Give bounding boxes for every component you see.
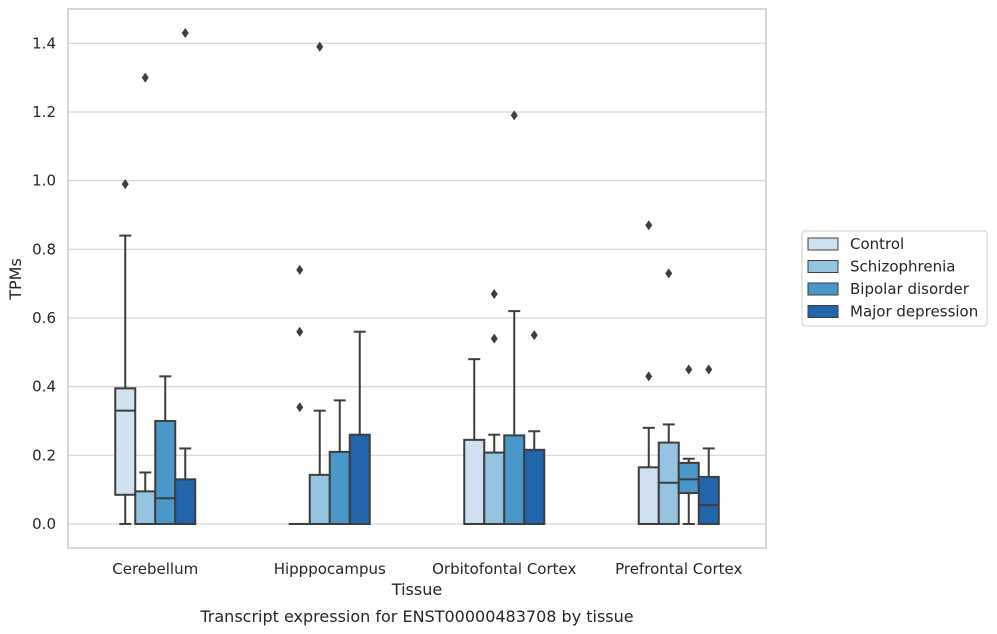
box xyxy=(463,438,486,525)
outlier-point xyxy=(490,288,498,299)
legend-swatch xyxy=(807,282,839,296)
box xyxy=(174,478,197,525)
outlier-point xyxy=(530,330,538,341)
y-tick-label: 0.4 xyxy=(32,378,56,396)
y-tick-label: 1.2 xyxy=(32,103,56,121)
outlier-point xyxy=(296,326,304,337)
outlier-point xyxy=(296,402,304,413)
x-axis-ticks: Cerebellum Hipppocampus Orbitofontal Corte… xyxy=(112,560,742,578)
legend-frame xyxy=(801,230,988,327)
y-axis-ticks: 0.0 0.2 0.4 0.6 0.8 1.0 1.2 1.4 xyxy=(32,34,56,533)
legend-swatch xyxy=(807,237,839,251)
x-tick-label: Cerebellum xyxy=(112,560,198,578)
plot-frame xyxy=(67,8,767,549)
legend-swatch xyxy=(807,305,839,318)
legend-label: Control xyxy=(850,235,904,253)
box xyxy=(483,451,506,525)
y-axis-label: TPMs xyxy=(6,258,25,301)
legend-label: Bipolar disorder xyxy=(850,280,970,298)
chart-caption: Transcript expression for ENST0000048370… xyxy=(199,607,633,626)
outlier-point xyxy=(510,110,518,121)
outlier-point xyxy=(296,264,304,275)
box-plot-groups xyxy=(114,28,720,525)
outlier-point xyxy=(181,28,189,39)
box-group xyxy=(114,28,197,525)
outlier-point xyxy=(665,268,673,279)
box xyxy=(697,475,720,525)
y-tick-label: 0.2 xyxy=(32,446,56,464)
box-group xyxy=(637,220,720,525)
legend-label: Major depression xyxy=(850,303,978,321)
legend: Control Schizophrenia Bipolar disorder Majo… xyxy=(801,230,988,327)
y-tick-label: 0.8 xyxy=(32,240,56,258)
outlier-point xyxy=(121,179,129,190)
box xyxy=(308,473,331,525)
x-tick-label: Prefrontal Cortex xyxy=(615,560,742,578)
y-tick-label: 0.6 xyxy=(32,309,56,327)
outlier-point xyxy=(645,220,653,231)
y-tick-label: 1.4 xyxy=(32,34,56,52)
box xyxy=(328,450,351,525)
x-tick-label: Hipppocampus xyxy=(274,560,386,578)
outlier-point xyxy=(490,333,498,344)
box xyxy=(114,387,137,496)
y-tick-label: 1.0 xyxy=(32,172,56,190)
outlier-point xyxy=(316,41,324,52)
y-tick-label: 0.0 xyxy=(32,515,56,533)
x-axis-label: Tissue xyxy=(391,580,442,599)
box xyxy=(677,461,700,495)
x-tick-label: Orbitofontal Cortex xyxy=(432,560,576,578)
box xyxy=(154,419,177,525)
legend-label: Schizophrenia xyxy=(850,258,955,276)
box-group xyxy=(463,110,546,525)
box xyxy=(134,490,157,525)
outlier-point xyxy=(685,364,693,375)
box xyxy=(523,448,546,525)
box xyxy=(637,466,660,525)
outlier-point xyxy=(645,371,653,382)
outlier-point xyxy=(141,72,149,83)
box-group xyxy=(288,41,371,525)
legend-swatch xyxy=(807,260,839,273)
box xyxy=(348,433,371,525)
box xyxy=(503,434,526,525)
outlier-point xyxy=(705,364,713,375)
